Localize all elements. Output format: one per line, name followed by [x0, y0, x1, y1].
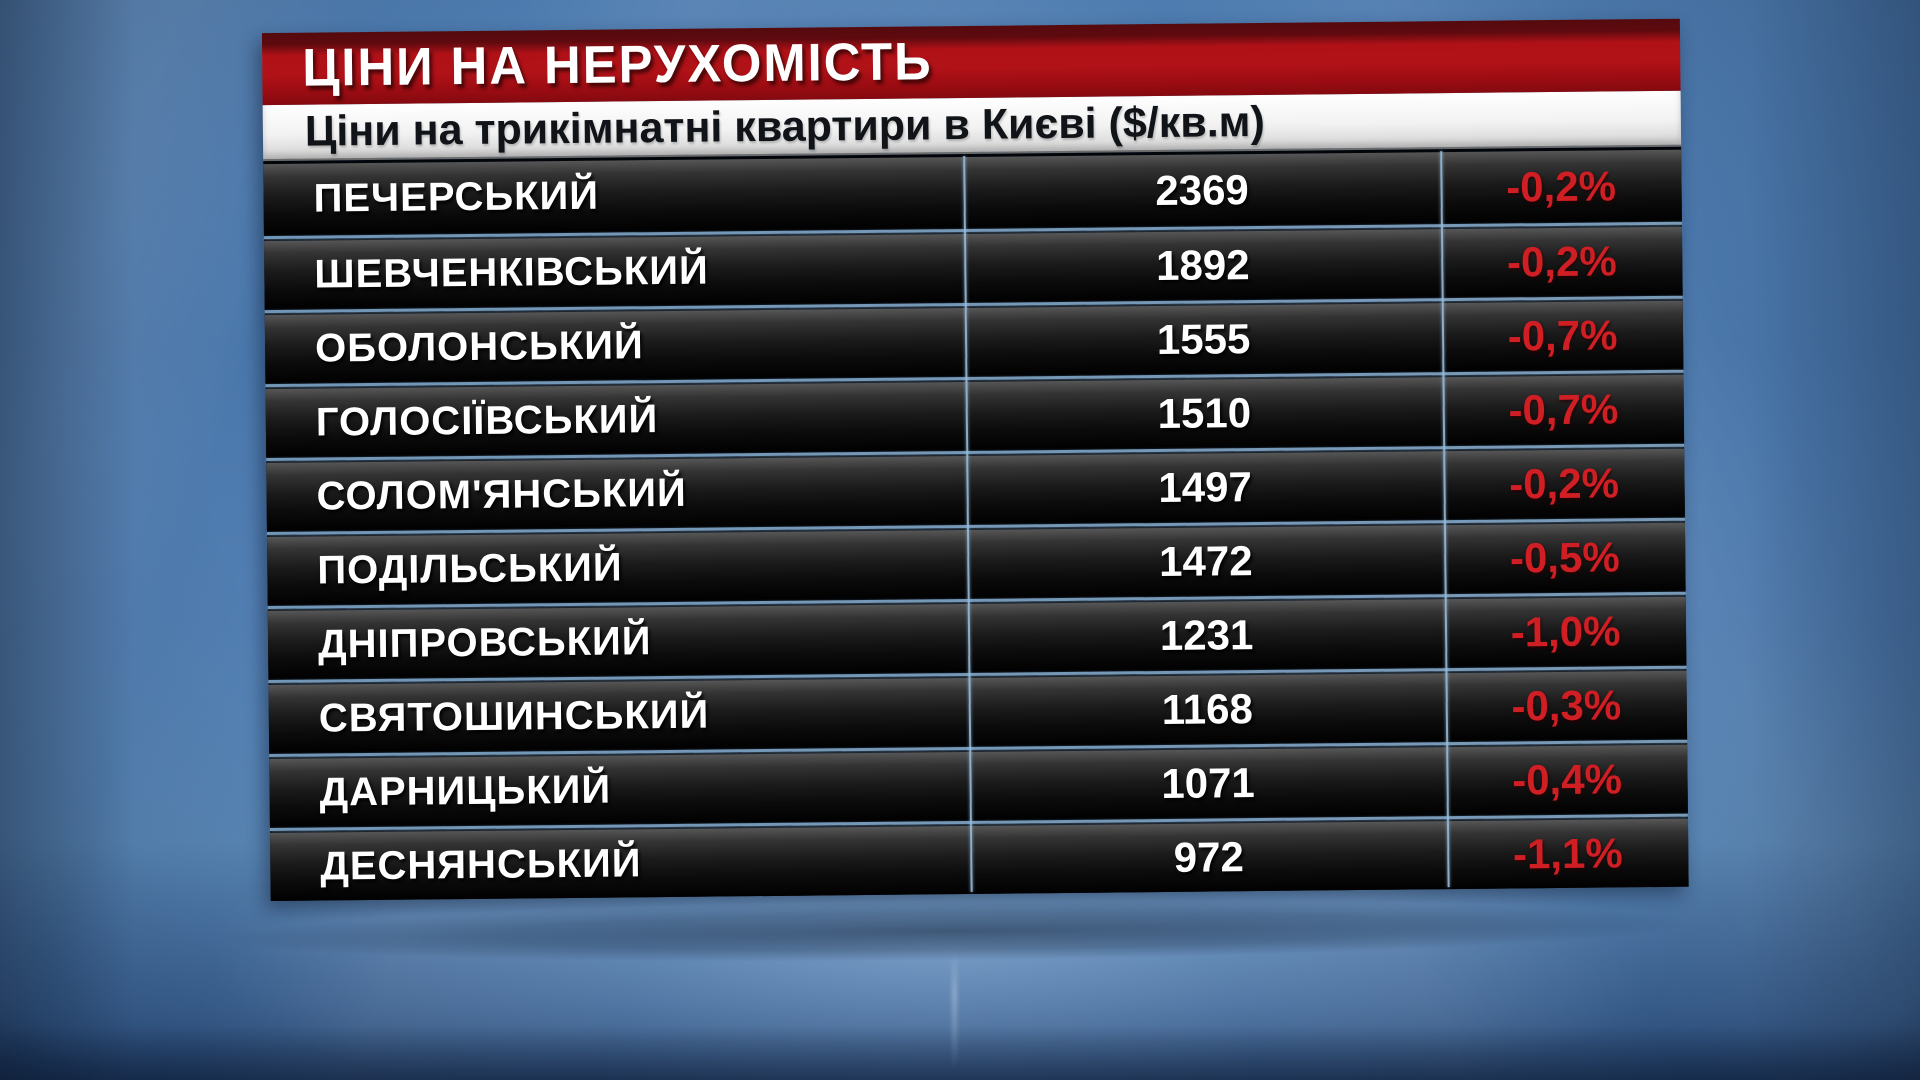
background-light-streak	[952, 952, 957, 1070]
change-cell: -0,7%	[1508, 385, 1619, 434]
change-cell: -0,4%	[1511, 755, 1623, 804]
table-row: СОЛОМ'ЯНСЬКИЙ 1497 -0,2%	[266, 443, 1685, 532]
district-cell: ДАРНИЦЬКИЙ	[319, 767, 612, 815]
district-cell: ДНІПРОВСЬКИЙ	[317, 618, 652, 667]
price-cell: 972	[1173, 833, 1245, 881]
table-row: ОБОЛОНСЬКИЙ 1555 -0,7%	[264, 295, 1684, 384]
banner-title: ЦІНИ НА НЕРУХОМІСТЬ	[301, 32, 933, 98]
table-row: ПЕЧЕРСЬКИЙ 2369 -0,2%	[263, 147, 1682, 236]
price-cell: 1497	[1158, 463, 1253, 512]
price-cell: 1555	[1156, 315, 1251, 364]
change-cell: -0,2%	[1506, 237, 1617, 286]
change-cell: -0,2%	[1508, 459, 1620, 508]
district-cell: ГОЛОСІЇВСЬКИЙ	[315, 396, 659, 445]
district-cell: СВЯТОШИНСЬКИЙ	[318, 692, 710, 741]
change-cell: -1,0%	[1510, 607, 1621, 656]
infographic-panel: ЦІНИ НА НЕРУХОМІСТЬ Ціни на трикімнатні …	[261, 18, 1689, 902]
change-cell: -0,7%	[1507, 311, 1618, 360]
change-cell: -0,2%	[1505, 161, 1617, 210]
district-cell: ШЕВЧЕНКІВСЬКИЙ	[314, 248, 709, 297]
district-cell: ПЕЧЕРСЬКИЙ	[313, 173, 600, 221]
table-row: СВЯТОШИНСЬКИЙ 1168 -0,3%	[268, 665, 1688, 754]
price-cell: 1071	[1161, 759, 1256, 808]
price-cell: 1510	[1157, 389, 1252, 438]
district-cell: ПОДІЛЬСЬКИЙ	[317, 544, 623, 593]
district-cell: ДЕСНЯНСЬКИЙ	[320, 840, 642, 889]
district-cell: ОБОЛОНСЬКИЙ	[314, 322, 644, 371]
change-cell: -0,3%	[1511, 681, 1622, 730]
price-cell: 1472	[1158, 537, 1253, 586]
price-cell: 1231	[1159, 611, 1254, 660]
change-cell: -1,1%	[1512, 829, 1623, 878]
table-row-bar: ДЕСНЯНСЬКИЙ 972 -1,1%	[270, 818, 1689, 902]
price-cell: 1892	[1155, 241, 1250, 290]
table-row: ДНІПРОВСЬКИЙ 1231 -1,0%	[267, 591, 1687, 680]
subtitle-text: Ціни на трикімнатні квартири в Києві ($/…	[304, 97, 1265, 156]
table-row: ГОЛОСІЇВСЬКИЙ 1510 -0,7%	[265, 369, 1685, 458]
price-cell: 1168	[1161, 685, 1254, 734]
change-cell: -0,5%	[1509, 533, 1620, 582]
district-cell: СОЛОМ'ЯНСЬКИЙ	[316, 470, 688, 519]
table-row: ПОДІЛЬСЬКИЙ 1472 -0,5%	[267, 517, 1686, 606]
price-cell: 2369	[1155, 165, 1250, 214]
red-title-banner: ЦІНИ НА НЕРУХОМІСТЬ	[261, 18, 1681, 106]
table-row: ШЕВЧЕНКІВСЬКИЙ 1892 -0,2%	[264, 221, 1683, 310]
table-row: ДЕСНЯНСЬКИЙ 972 -1,1%	[270, 813, 1689, 902]
price-table: ПЕЧЕРСЬКИЙ 2369 -0,2% ШЕВЧЕНКІВСЬКИЙ 189…	[263, 146, 1689, 902]
table-row: ДАРНИЦЬКИЙ 1071 -0,4%	[269, 739, 1688, 828]
